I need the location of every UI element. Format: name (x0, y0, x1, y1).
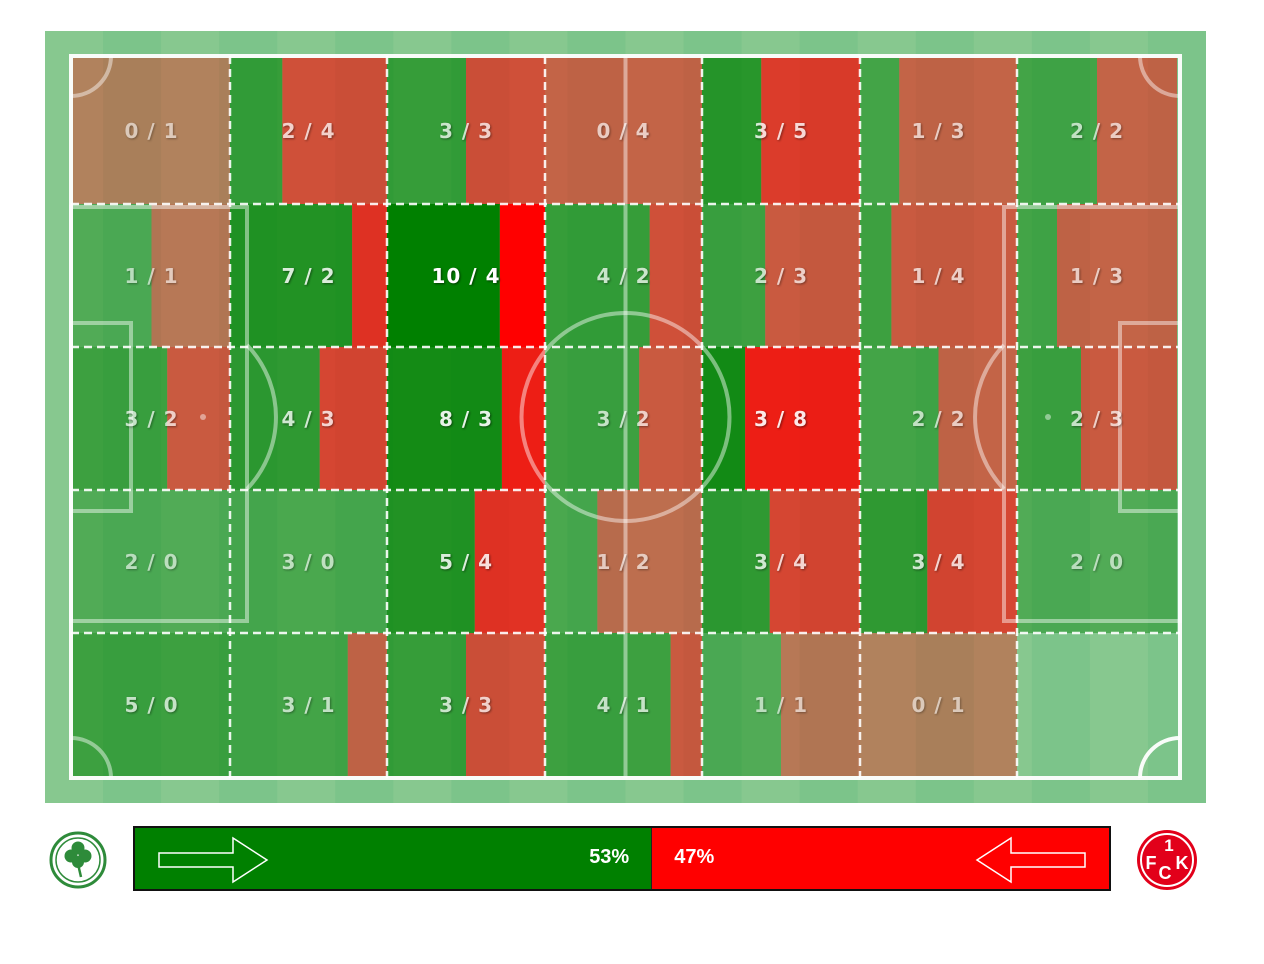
cell-home-share (230, 347, 320, 490)
pitch-svg (45, 31, 1206, 803)
fck-crest-icon: 1 F C K (1137, 830, 1197, 890)
cell-home-share (860, 204, 892, 347)
right-penalty-spot (1045, 414, 1051, 420)
cell-home-share (702, 204, 766, 347)
corner-arc-top-left (70, 55, 113, 98)
arrow-right-icon (158, 836, 269, 884)
cell-home-share (387, 347, 502, 490)
cell-home-share (1017, 58, 1097, 204)
logo-text-k: K (1176, 853, 1189, 873)
cell-away-share (167, 347, 230, 490)
cell-home-share (702, 633, 781, 776)
away-team-logo: 1 F C K (1135, 829, 1199, 891)
cell-away-share (499, 204, 545, 347)
away-possession-percent: 47% (674, 846, 715, 868)
cell-home-share (702, 347, 746, 490)
cell-away-share (670, 633, 702, 776)
cell-away-share (769, 490, 860, 633)
cell-away-share (466, 633, 545, 776)
cell-away-share (282, 58, 387, 204)
cell-away-share (466, 58, 545, 204)
cell-away-share (1057, 204, 1177, 347)
cell-away-share (597, 490, 702, 633)
cell-home-share (1017, 347, 1081, 490)
cell-home-share (387, 490, 475, 633)
logo-text-one: 1 (1164, 836, 1173, 855)
left-penalty-area (69, 205, 249, 623)
cell-away-share (938, 347, 1017, 490)
corner-arc-top-right (1138, 55, 1181, 98)
arrow-left-icon (975, 836, 1086, 884)
cell-home-share (702, 490, 770, 633)
cell-away-share (761, 58, 860, 204)
cell-home-share (73, 204, 152, 347)
cell-home-share (230, 204, 353, 347)
cell-away-share (781, 633, 860, 776)
cell-home-share (1017, 204, 1057, 347)
cell-away-share (352, 204, 387, 347)
home-team-logo (49, 831, 107, 889)
cell-home-share (230, 58, 283, 204)
left-penalty-arc (245, 343, 278, 491)
cell-away-share (501, 347, 545, 490)
cell-home-share (387, 58, 466, 204)
corner-arc-bottom-left (70, 736, 113, 779)
cell-away-share (765, 204, 860, 347)
cell-away-share (545, 58, 702, 204)
cell-home-share (230, 490, 387, 633)
left-penalty-spot (200, 414, 206, 420)
cell-away-share (1081, 347, 1177, 490)
cell-home-share (73, 490, 230, 633)
cell-home-share (545, 633, 671, 776)
cell-away-share (649, 204, 702, 347)
cell-away-share (745, 347, 860, 490)
cell-home-share (545, 347, 640, 490)
cell-home-share (545, 204, 650, 347)
logo-text-c: C (1159, 863, 1172, 883)
left-goal-area (69, 321, 133, 513)
cell-home-share (230, 633, 348, 776)
cell-away-share (860, 633, 1017, 776)
cell-away-share (474, 490, 545, 633)
cell-home-share (860, 347, 939, 490)
field-boundary (69, 54, 1182, 780)
cell-away-share (927, 490, 1017, 633)
possession-bar: 53% 47% (133, 826, 1111, 891)
cell-away-share (899, 58, 1017, 204)
home-possession-segment: 53% (135, 828, 652, 889)
cell-home-share (860, 490, 928, 633)
cell-away-share (1097, 58, 1177, 204)
cell-home-share (387, 204, 500, 347)
cell-home-share (387, 633, 466, 776)
away-possession-segment: 47% (651, 828, 1109, 889)
cell-home-share (73, 347, 168, 490)
cell-away-share (891, 204, 1017, 347)
centre-circle (519, 311, 732, 523)
right-goal-area (1118, 321, 1182, 513)
cell-home-share (702, 58, 762, 204)
home-possession-percent: 53% (589, 846, 630, 868)
corner-arc-bottom-right (1138, 736, 1181, 779)
right-penalty-area (1002, 205, 1182, 623)
cell-home-share (1017, 490, 1177, 633)
shamrock-crest-icon (49, 831, 107, 889)
cell-home-share (860, 58, 900, 204)
cell-away-share (639, 347, 702, 490)
cell-home-share (73, 633, 230, 776)
cell-home-share (545, 490, 598, 633)
logo-text-f: F (1146, 853, 1157, 873)
cell-away-share (347, 633, 387, 776)
cell-away-share (73, 58, 230, 204)
cell-away-share (319, 347, 387, 490)
right-penalty-arc (973, 343, 1006, 491)
cell-away-share (151, 204, 230, 347)
